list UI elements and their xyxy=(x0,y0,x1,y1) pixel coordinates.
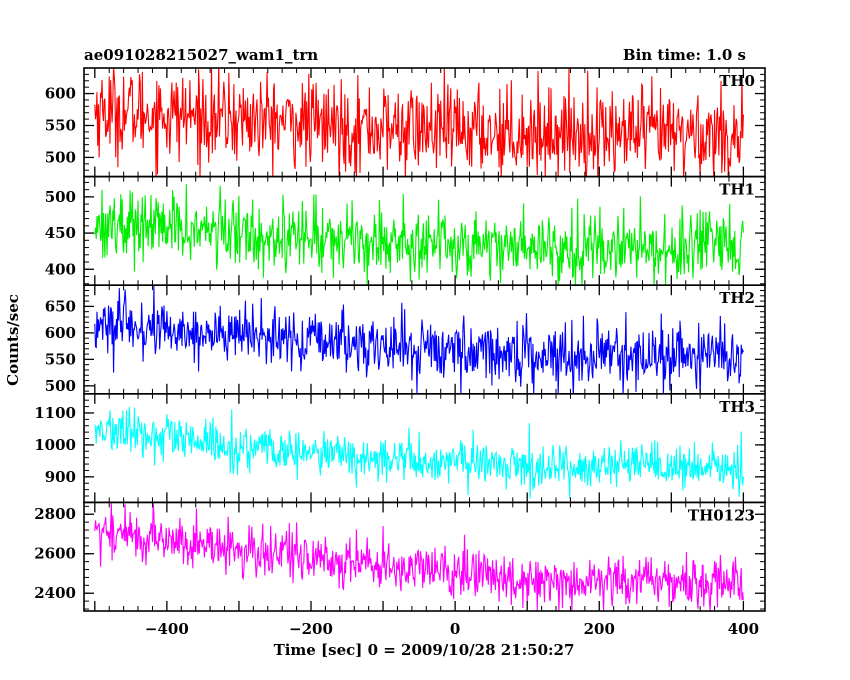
panel-frame xyxy=(83,501,766,612)
series-label-th2: TH2 xyxy=(719,289,755,307)
series-label-th1: TH1 xyxy=(719,181,755,199)
y-tick-label: 400 xyxy=(45,260,76,278)
panel-th2: 500 550 600 650 TH2 xyxy=(45,284,766,395)
panel-th3: 900 1000 1100 TH3 xyxy=(34,392,766,504)
x-axis-label: Time [sec] 0 = 2009/10/28 21:50:27 xyxy=(274,641,575,659)
y-tick-label: 2600 xyxy=(34,545,76,563)
x-tick-label: 400 xyxy=(728,620,759,638)
series-label-th0123: TH0123 xyxy=(688,506,755,524)
series-line-th0 xyxy=(94,68,744,177)
x-tick-label: −200 xyxy=(289,620,333,638)
y-tick-label: 500 xyxy=(45,377,76,395)
panel-th0: 500 550 600 TH0 xyxy=(45,67,766,178)
series-line-th3 xyxy=(94,406,744,499)
series-label-th3: TH3 xyxy=(719,398,755,416)
y-tick-label: 1100 xyxy=(34,404,76,422)
series-label-th0: TH0 xyxy=(719,72,755,90)
panel-th1: 400 450 500 TH1 xyxy=(45,175,766,287)
panel-frame xyxy=(83,392,766,504)
series-line-th2 xyxy=(94,285,744,394)
y-tick-label: 2800 xyxy=(34,505,76,523)
x-tick-labels: −400 −200 0 200 400 xyxy=(145,620,759,638)
y-tick-label: 500 xyxy=(45,148,76,166)
y-tick-label: 550 xyxy=(45,116,76,134)
y-tick-label: 600 xyxy=(45,85,76,103)
y-tick-label: 600 xyxy=(45,324,76,342)
y-tick-label: 900 xyxy=(45,468,76,486)
y-tick-label: 450 xyxy=(45,224,76,242)
panel-group: 500 550 600 TH0 400 450 500 TH1 500 550 600 650 TH2 9… xyxy=(34,67,766,612)
x-tick-label: −400 xyxy=(145,620,189,638)
y-axis-label: Counts/sec xyxy=(4,294,22,386)
y-tick-label: 500 xyxy=(45,188,76,206)
y-tick-label: 2400 xyxy=(34,584,76,602)
x-tick-label: 0 xyxy=(450,620,460,638)
series-line-th1 xyxy=(94,184,744,286)
y-tick-label: 550 xyxy=(45,350,76,368)
panel-th0123: 2400 2600 2800 TH0123 xyxy=(34,501,766,612)
x-tick-label: 200 xyxy=(584,620,615,638)
chart-title: ae091028215027_wam1_trn xyxy=(84,46,318,64)
series-line-th0123 xyxy=(94,502,744,611)
y-tick-label: 1000 xyxy=(34,436,76,454)
y-tick-label: 650 xyxy=(45,297,76,315)
bin-time-label: Bin time: 1.0 s xyxy=(623,46,746,64)
